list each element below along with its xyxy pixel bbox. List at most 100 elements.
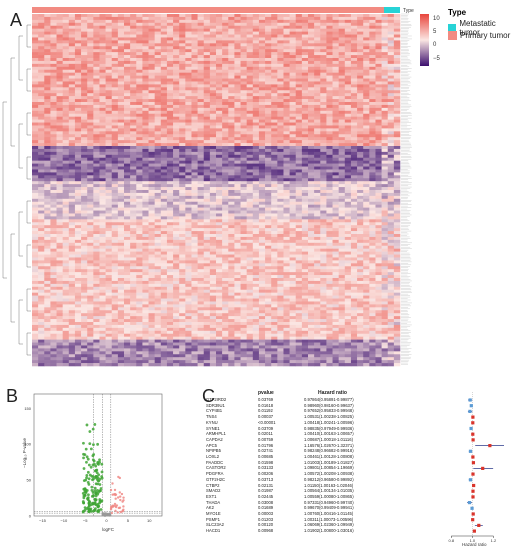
heatmap-cell [369, 28, 376, 32]
heatmap-cell [111, 137, 119, 141]
heatmap-cell [99, 128, 106, 132]
heatmap-cell [93, 225, 100, 229]
heatmap-cell [246, 166, 254, 170]
heatmap-cell [191, 134, 198, 138]
heatmap-cell [314, 248, 321, 252]
heatmap-cell [50, 66, 57, 71]
heatmap-cell [301, 110, 309, 115]
heatmap-cell [148, 140, 155, 144]
heatmap-cell [252, 181, 260, 185]
heatmap-cell [363, 178, 370, 182]
heatmap-cell [375, 102, 382, 106]
heatmap-cell [44, 242, 51, 247]
heatmap-cell [136, 239, 143, 244]
heatmap-cell [234, 190, 241, 194]
heatmap-cell [160, 99, 168, 103]
heatmap-cell [148, 63, 155, 68]
heatmap-cell [154, 166, 162, 170]
heatmap-cell [117, 207, 125, 211]
heatmap-cell [240, 125, 247, 129]
heatmap-cell [185, 213, 192, 217]
heatmap-cell [240, 198, 247, 203]
heatmap-cell [197, 84, 205, 88]
heatmap-cell [381, 102, 389, 106]
heatmap-cell [277, 248, 284, 252]
heatmap-cell [271, 60, 278, 65]
heatmap-cell [387, 201, 395, 205]
heatmap-cell [277, 251, 284, 255]
heatmap-cell [271, 172, 278, 176]
heatmap-cell [99, 60, 106, 65]
heatmap-cell [154, 55, 162, 59]
heatmap-cell [363, 60, 370, 65]
heatmap-cell [50, 148, 57, 153]
heatmap-cell [93, 251, 100, 255]
heatmap-cell [74, 122, 82, 126]
heatmap-cell [136, 178, 143, 182]
heatmap-cell [357, 99, 364, 103]
heatmap-cell [375, 60, 382, 65]
heatmap-cell [301, 122, 309, 126]
heatmap-cell [68, 116, 76, 120]
heatmap-cell [265, 157, 272, 161]
heatmap-cell [136, 187, 143, 191]
heatmap-cell [216, 110, 223, 115]
heatmap-cell [74, 242, 82, 247]
heatmap-cell [289, 16, 297, 21]
heatmap-cell [111, 157, 119, 161]
heatmap-cell [234, 125, 241, 129]
heatmap-cell [295, 96, 303, 100]
heatmap-cell [68, 49, 76, 53]
heatmap-cell [44, 66, 51, 71]
heatmap-cell [179, 40, 186, 44]
heatmap-cell [93, 242, 100, 247]
heatmap-cell [344, 63, 352, 68]
heatmap-cell [301, 148, 309, 153]
heatmap-cell [105, 166, 113, 170]
heatmap-cell [56, 154, 63, 159]
heatmap-cell [265, 146, 272, 150]
heatmap-cell [203, 60, 211, 65]
heatmap-cell [252, 107, 260, 112]
heatmap-cell [228, 166, 235, 170]
heatmap-cell [50, 46, 57, 50]
heatmap-cell [173, 163, 180, 167]
heatmap-cell [387, 75, 395, 79]
heatmap-cell [246, 225, 254, 229]
heatmap-cell [130, 151, 137, 156]
heatmap-cell [350, 31, 358, 35]
heatmap-cell [173, 113, 180, 117]
heatmap-cell [203, 175, 211, 179]
heatmap-cell [363, 236, 370, 241]
heatmap-cell [314, 195, 321, 200]
heatmap-cell [326, 28, 333, 32]
heatmap-cell [74, 228, 82, 232]
heatmap-cell [62, 160, 70, 164]
heatmap-cell [326, 107, 333, 112]
heatmap-cell [289, 137, 297, 141]
heatmap-cell [185, 251, 192, 255]
heatmap-cell [246, 146, 254, 150]
heatmap-cell [124, 34, 131, 38]
heatmap-cell [154, 84, 162, 88]
heatmap-cell [99, 28, 106, 32]
heatmap-cell [338, 87, 346, 91]
heatmap-cell [209, 198, 217, 203]
heatmap-cell [136, 140, 143, 144]
heatmap-cell [111, 113, 119, 117]
heatmap-cell [62, 251, 70, 255]
heatmap-cell [74, 60, 82, 65]
heatmap-cell [38, 16, 45, 21]
heatmap-cell [74, 181, 82, 185]
heatmap-cell [363, 172, 370, 176]
heatmap-cell [320, 110, 327, 115]
heatmap-cell [62, 131, 70, 135]
heatmap-cell [265, 172, 272, 176]
heatmap-cell [375, 231, 382, 235]
heatmap-cell [228, 110, 235, 115]
heatmap-cell [117, 181, 125, 185]
heatmap-cell [142, 78, 149, 82]
heatmap-cell [130, 207, 137, 211]
heatmap-cell [246, 228, 254, 232]
heatmap-cell [381, 63, 389, 68]
